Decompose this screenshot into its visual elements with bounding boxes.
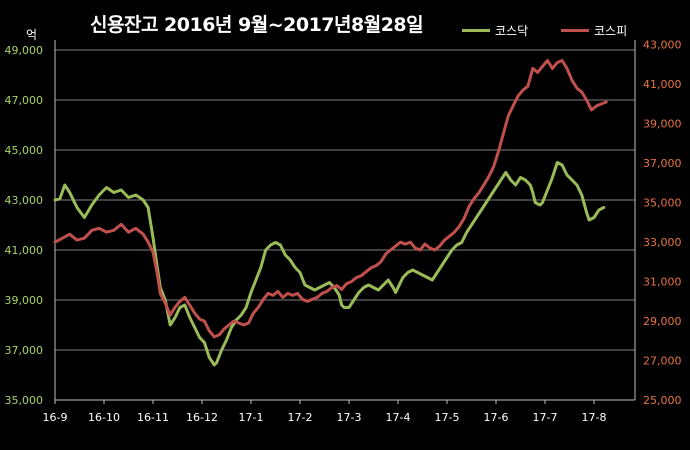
right-axis-tick-label: 33,000	[643, 236, 682, 249]
left-axis-tick-label: 37,000	[5, 344, 44, 357]
right-axis-tick-label: 25,000	[643, 394, 682, 407]
legend-swatch-kospi	[561, 29, 589, 32]
x-axis-tick-label: 17-6	[484, 411, 509, 424]
x-axis-tick-label: 17-4	[386, 411, 411, 424]
left-axis-tick-label: 43,000	[5, 194, 44, 207]
x-axis-tick-label: 16-10	[88, 411, 120, 424]
chart-title: 신용잔고 2016년 9월~2017년8월28일	[90, 14, 424, 36]
x-axis-tick-label: 17-2	[288, 411, 313, 424]
left-axis-tick-label: 47,000	[5, 94, 44, 107]
x-axis-tick-label: 17-3	[337, 411, 362, 424]
right-axis-tick-label: 27,000	[643, 355, 682, 368]
right-axis-tick-label: 41,000	[643, 78, 682, 91]
x-axis-tick-label: 17-1	[239, 411, 264, 424]
right-axis-tick-label: 37,000	[643, 157, 682, 170]
legend-swatch-kosdaq	[462, 29, 490, 32]
series-line-kosdaq	[53, 161, 606, 367]
x-axis-tick-label: 16-9	[43, 411, 68, 424]
right-axis-tick-label: 39,000	[643, 118, 682, 131]
legend-item-kosdaq: 코스닥	[462, 22, 528, 39]
x-axis-tick-label: 17-5	[435, 411, 460, 424]
legend-label-kospi: 코스피	[594, 24, 628, 38]
x-axis-tick-label: 16-11	[137, 411, 169, 424]
left-axis-tick-label: 35,000	[5, 394, 44, 407]
x-axis-tick-label: 17-8	[582, 411, 607, 424]
x-axis-tick-label: 16-12	[186, 411, 218, 424]
right-axis-tick-label: 35,000	[643, 197, 682, 210]
series-line-kospi	[53, 59, 608, 339]
left-axis-unit-label: 억	[26, 28, 38, 42]
left-axis-tick-label: 49,000	[5, 44, 44, 57]
right-axis-tick-label: 29,000	[643, 315, 682, 328]
left-axis-tick-label: 39,000	[5, 294, 44, 307]
right-axis-tick-label: 31,000	[643, 276, 682, 289]
left-axis-tick-label: 45,000	[5, 144, 44, 157]
left-axis-tick-label: 41,000	[5, 244, 44, 257]
x-axis-tick-label: 17-7	[533, 411, 558, 424]
legend-item-kospi: 코스피	[561, 22, 627, 39]
legend-label-kosdaq: 코스닥	[495, 24, 529, 38]
right-axis-tick-label: 43,000	[643, 39, 682, 52]
